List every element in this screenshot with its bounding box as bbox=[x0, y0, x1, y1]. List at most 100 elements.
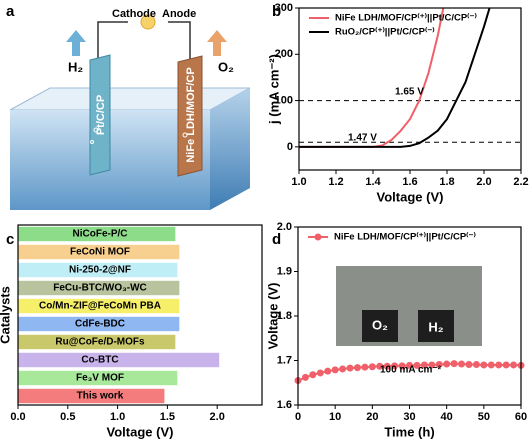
x-axis-title: Voltage (V) bbox=[107, 424, 174, 439]
axes-frame bbox=[297, 226, 522, 406]
marker bbox=[413, 361, 421, 369]
inset-cell bbox=[418, 310, 454, 342]
category-label: This work bbox=[77, 391, 124, 402]
marker bbox=[510, 361, 518, 369]
marker bbox=[480, 361, 488, 369]
marker bbox=[301, 373, 309, 381]
y-axis-title: Catalysts bbox=[0, 286, 12, 344]
marker bbox=[487, 361, 495, 369]
bar bbox=[18, 226, 176, 242]
y-tick-label: 0 bbox=[287, 141, 293, 153]
marker bbox=[406, 361, 413, 369]
category-label: Co-BTC bbox=[81, 355, 118, 366]
legend-label: NiFe LDH/MOF/CP⁽⁺⁾||Pt/C/CP⁽⁻⁾ bbox=[335, 13, 478, 24]
panel-label: d bbox=[272, 231, 281, 248]
inset-label: O₂ bbox=[372, 317, 388, 332]
wire bbox=[168, 21, 191, 62]
marker bbox=[420, 361, 428, 369]
bar bbox=[18, 370, 178, 386]
marker bbox=[368, 363, 376, 371]
h2-label: H₂ bbox=[68, 59, 83, 74]
y-axis-title: j (mA cm⁻²) bbox=[266, 54, 281, 125]
x-tick-label: 1.0 bbox=[110, 411, 125, 423]
x-tick-label: 2.0 bbox=[476, 176, 491, 188]
marker bbox=[316, 369, 324, 377]
category-label: Ru@CoFe/D-MOFs bbox=[55, 337, 145, 348]
annotation: 1.65 V bbox=[395, 87, 424, 98]
legend-label: RuO₂/CP⁽⁺⁾||Pt/C/CP⁽⁻⁾ bbox=[335, 27, 435, 38]
marker bbox=[465, 361, 473, 369]
y-tick-label: 1.6 bbox=[277, 399, 292, 411]
x-tick-label: 0.0 bbox=[10, 411, 25, 423]
y-tick-label: 2.0 bbox=[277, 221, 292, 233]
wire bbox=[97, 21, 128, 62]
marker bbox=[458, 360, 466, 368]
category-label: CdFe-BDC bbox=[75, 319, 125, 330]
x-tick-label: 0.5 bbox=[60, 411, 75, 423]
marker bbox=[472, 361, 480, 369]
category-label: NiCoFe-P/C bbox=[73, 229, 128, 240]
category-label: Fe₃V MOF bbox=[76, 373, 124, 384]
legend-marker bbox=[314, 233, 322, 241]
marker bbox=[331, 366, 339, 374]
x-axis-title: Time (h) bbox=[384, 424, 434, 439]
marker bbox=[398, 362, 406, 370]
x-tick-label: 50 bbox=[478, 411, 490, 423]
x-axis-title: Voltage (V) bbox=[377, 189, 444, 204]
x-tick-label: 10 bbox=[329, 411, 341, 423]
marker bbox=[428, 361, 436, 369]
marker bbox=[346, 364, 354, 372]
marker bbox=[495, 361, 503, 369]
marker bbox=[391, 362, 399, 370]
y-tick-label: 300 bbox=[275, 2, 293, 14]
tank-side bbox=[210, 88, 250, 210]
cathode-electrode bbox=[89, 54, 111, 176]
panel-a: a Cathode Anode Pt/C/CP NiFe LDH/MOF/CP … bbox=[6, 3, 251, 210]
category-label: Ni-250-2@NF bbox=[69, 265, 131, 276]
marker bbox=[376, 362, 384, 370]
bubble bbox=[90, 140, 94, 144]
x-tick-label: 1.2 bbox=[328, 176, 343, 188]
axes-frame bbox=[298, 7, 522, 171]
bar bbox=[18, 334, 176, 350]
x-tick-label: 60 bbox=[515, 411, 527, 423]
x-tick-label: 1.5 bbox=[160, 411, 175, 423]
marker bbox=[502, 361, 510, 369]
x-tick-label: 0 bbox=[295, 411, 301, 423]
x-tick-label: 1.8 bbox=[439, 176, 454, 188]
inset-label: H₂ bbox=[428, 319, 443, 334]
bar bbox=[18, 244, 180, 260]
y-tick-label: 1.8 bbox=[277, 310, 292, 322]
panel-label: c bbox=[6, 231, 14, 248]
panel-c: c 0.0 0.5 1.0 1.5 2.0 Voltage (V) Catalysts NiCo… bbox=[0, 224, 263, 439]
cathode-text: Pt/C/CP bbox=[95, 95, 107, 135]
marker bbox=[383, 362, 391, 370]
y-axis-title: Voltage (V) bbox=[265, 283, 280, 350]
bar bbox=[18, 298, 180, 314]
anode-electrode bbox=[177, 55, 203, 177]
y-tick-label: 1.7 bbox=[277, 354, 292, 366]
panel-d: d 0 10 20 30 40 50 60 Time (h) Voltage (V) 1.6 1.7 1… bbox=[265, 221, 527, 439]
h2-arrow bbox=[66, 30, 86, 56]
bar bbox=[18, 262, 178, 278]
o2-arrow bbox=[207, 30, 227, 56]
marker bbox=[361, 363, 369, 371]
bar bbox=[18, 352, 220, 368]
marker bbox=[435, 361, 443, 369]
y-tick-label: 100 bbox=[275, 94, 293, 106]
marker bbox=[309, 371, 317, 379]
category-label: Co/Mn-ZIF@FeCoMn PBA bbox=[39, 301, 161, 312]
x-tick-label: 1.6 bbox=[402, 176, 417, 188]
annotation: 100 mA cm⁻² bbox=[380, 365, 442, 376]
annotation: 1.47 V bbox=[348, 133, 377, 144]
bar bbox=[18, 316, 180, 332]
inset-photo bbox=[336, 266, 482, 346]
bar bbox=[18, 280, 180, 296]
bulb bbox=[140, 14, 156, 30]
x-tick-label: 2.2 bbox=[513, 176, 528, 188]
tank-top bbox=[9, 87, 251, 111]
axes-frame bbox=[17, 224, 263, 406]
x-tick-label: 1.0 bbox=[291, 176, 306, 188]
bubble bbox=[93, 127, 99, 133]
